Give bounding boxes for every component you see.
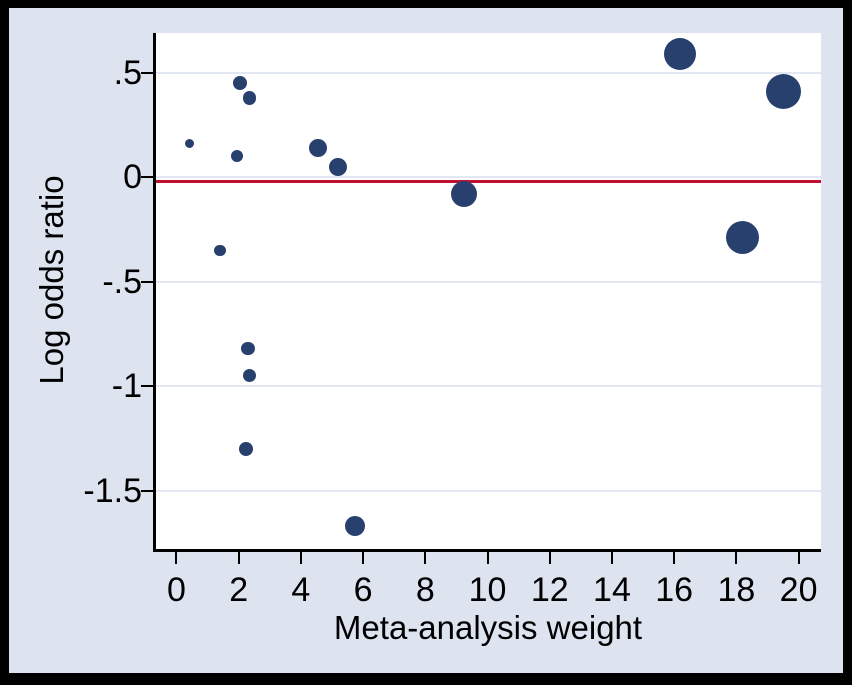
- data-point: [242, 369, 257, 383]
- x-tick-label: 4: [291, 571, 311, 609]
- x-tick-mark: [424, 551, 427, 564]
- gridline: [156, 176, 821, 179]
- data-point: [233, 76, 248, 91]
- x-tick-label: 18: [717, 571, 756, 609]
- x-tick-mark: [175, 551, 178, 564]
- reference-line: [155, 179, 821, 183]
- data-point: [241, 341, 255, 356]
- y-tick-label: 0: [123, 158, 142, 197]
- x-tick-label: 12: [530, 571, 569, 609]
- y-tick-mark: [141, 71, 153, 74]
- data-point: [185, 139, 195, 149]
- x-tick-mark: [299, 551, 302, 564]
- x-tick-label: 14: [593, 571, 631, 609]
- y-tick-mark: [141, 385, 153, 388]
- y-tick-label: -1.5: [83, 471, 142, 510]
- data-point: [726, 221, 760, 255]
- y-tick-label: -1: [111, 367, 142, 406]
- x-tick-label: 6: [353, 571, 373, 609]
- data-point: [329, 157, 348, 176]
- data-point: [345, 516, 366, 537]
- y-axis-line: [153, 33, 156, 551]
- x-tick-mark: [797, 551, 800, 564]
- data-point: [451, 180, 478, 207]
- x-axis-title: Meta-analysis weight: [333, 609, 643, 646]
- y-tick-mark: [141, 280, 153, 283]
- x-tick-label: 10: [468, 571, 507, 609]
- data-point: [309, 138, 327, 157]
- x-tick-mark: [673, 551, 676, 564]
- data-point: [664, 37, 697, 70]
- x-tick-mark: [735, 551, 738, 564]
- y-axis-title: Log odds ratio: [33, 175, 70, 385]
- data-point: [214, 244, 226, 256]
- x-tick-mark: [237, 551, 240, 564]
- x-tick-mark: [610, 551, 613, 564]
- x-tick-mark: [548, 551, 551, 564]
- gridline: [156, 489, 821, 492]
- data-point: [239, 441, 254, 456]
- x-tick-label: 16: [655, 571, 694, 609]
- y-tick-mark: [141, 489, 153, 492]
- x-tick-label: 0: [166, 571, 186, 609]
- gridline: [156, 71, 821, 74]
- data-point: [242, 90, 257, 105]
- x-tick-label: 2: [229, 571, 249, 609]
- y-tick-label: -.5: [102, 262, 142, 301]
- plot-area: [155, 33, 821, 549]
- x-tick-mark: [362, 551, 365, 564]
- x-axis-line: [153, 549, 821, 552]
- data-point: [765, 73, 801, 109]
- x-tick-label: 20: [779, 571, 818, 609]
- y-tick-mark: [141, 176, 153, 179]
- data-point: [231, 150, 244, 163]
- gridline: [156, 280, 821, 283]
- y-tick-label: .5: [113, 53, 142, 92]
- gridline: [156, 385, 821, 388]
- x-tick-mark: [486, 551, 489, 564]
- x-tick-label: 8: [415, 571, 435, 609]
